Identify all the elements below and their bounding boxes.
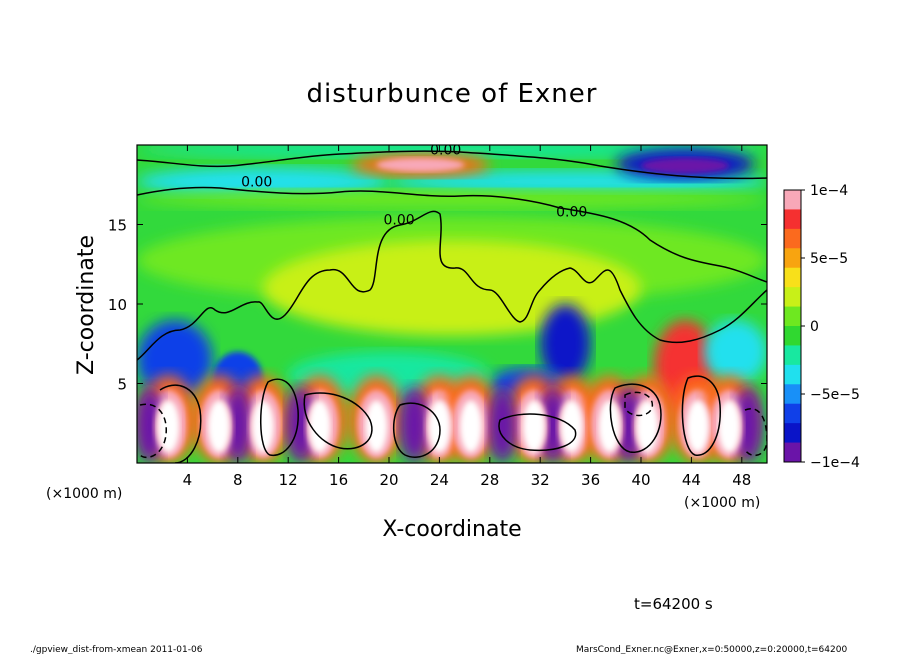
saturated-core (308, 400, 331, 453)
saturated-core (207, 400, 230, 453)
field-blob (399, 386, 430, 463)
colorbar-segment (784, 345, 801, 366)
x-unit-left: (×1000 m) (46, 486, 122, 502)
x-tick-label: 28 (480, 471, 499, 489)
field-blob (732, 386, 764, 463)
saturated-core (522, 400, 545, 453)
footer-right: MarsCond_Exner.nc@Exner,x=0:50000,z=0:20… (576, 645, 847, 654)
contour-label: 0.00 (430, 143, 461, 159)
colorbar-segment (784, 306, 801, 327)
x-tick-label: 8 (233, 471, 243, 489)
colorbar-tick-label: 0 (810, 319, 819, 335)
colorbar-segment (784, 403, 801, 424)
contour-zero-lower (137, 210, 767, 361)
saturated-core (459, 400, 482, 453)
x-unit-right: (×1000 m) (684, 495, 760, 511)
colorbar-tick-label: −1e−4 (810, 455, 860, 471)
colorbar-segment (784, 228, 801, 249)
saturated-core (686, 400, 709, 453)
field-blob (704, 319, 767, 384)
x-tick-label: 36 (581, 471, 600, 489)
x-tick-label: 4 (183, 471, 193, 489)
x-tick-label: 12 (279, 471, 298, 489)
field-blob (137, 189, 767, 209)
contour-lower-cell-6 (609, 383, 662, 453)
field-blob (487, 386, 518, 463)
x-tick-label: 16 (329, 471, 348, 489)
colorbar-segment (784, 287, 801, 308)
contour-label-layer: 0.00 0.00 0.00 0.00 (241, 143, 587, 229)
field-blob (263, 240, 641, 336)
x-axis: 4 8 12 16 20 24 28 32 36 40 44 48 (183, 145, 751, 489)
saturated-core (636, 400, 659, 453)
field-blob (285, 386, 316, 463)
saturated-core (718, 400, 741, 453)
contour-lower-cell-2 (260, 378, 299, 456)
x-tick-label: 24 (430, 471, 449, 489)
saturated-core (252, 400, 274, 453)
contour-lower-cell-4 (393, 402, 441, 458)
colorbar: 1e−4 5e−5 0 −5e−5 −1e−4 (783, 183, 860, 471)
x-tick-label: 40 (631, 471, 650, 489)
colorbar-segment (784, 384, 801, 405)
y-tick-label: 10 (108, 296, 127, 314)
x-tick-label: 32 (531, 471, 550, 489)
chart-title: disturbunce of Exner (307, 79, 598, 109)
y-tick-label: 5 (117, 376, 127, 394)
field-blob (613, 386, 644, 463)
contour-label: 0.00 (241, 174, 272, 190)
contour-label: 0.00 (383, 213, 414, 229)
x-tick-label: 20 (379, 471, 398, 489)
colorbar-segment (784, 326, 801, 346)
contour-label: 0.00 (556, 205, 587, 221)
x-tick-label: 44 (682, 471, 701, 489)
contour-negative-dashed-3 (744, 408, 767, 457)
field-blob (376, 157, 465, 173)
colorbar-segment (784, 364, 801, 385)
x-tick-label: 48 (732, 471, 751, 489)
colorbar-segment (784, 442, 801, 463)
colorbar-tick-label: 5e−5 (810, 251, 848, 267)
field-blob (537, 386, 568, 463)
plot-area: 0.00 0.00 0.00 0.00 (137, 143, 767, 463)
footer-left: ./gpview_dist-from-xmean 2011-01-06 (30, 645, 203, 654)
x-axis-title: X-coordinate (382, 517, 521, 542)
saturated-core (598, 400, 621, 453)
colorbar-tick-label: 1e−4 (810, 183, 848, 199)
contour-zero-middle (137, 186, 767, 283)
field-blob (540, 304, 591, 384)
y-tick-label: 15 (108, 217, 127, 235)
colorbar-segment (784, 190, 801, 210)
saturated-core (157, 400, 180, 453)
field-blob (137, 319, 213, 400)
contour-lower-cell-7 (681, 375, 721, 456)
time-label: t=64200 s (634, 595, 713, 613)
colorbar-segment (784, 267, 801, 288)
field-blob (641, 157, 730, 174)
field-blob (222, 386, 253, 463)
colorbar-segment (784, 209, 801, 230)
contour-negative-dashed-1 (139, 403, 167, 459)
colorbar-segment (784, 423, 801, 444)
field-blob (137, 386, 165, 463)
contour-negative-dashed-2 (624, 391, 654, 417)
y-axis-title: Z-coordinate (74, 235, 99, 375)
field-blob (137, 167, 389, 196)
contour-zero-upper (137, 150, 767, 180)
contour-lower-cell-5 (498, 413, 577, 452)
contour-lower-cell-3 (303, 392, 373, 450)
colorbar-segment (784, 248, 801, 269)
contour-lines (137, 150, 767, 463)
saturated-core (365, 400, 388, 453)
colorbar-tick-label: −5e−5 (810, 387, 860, 403)
y-axis: 5 10 15 (108, 217, 767, 394)
